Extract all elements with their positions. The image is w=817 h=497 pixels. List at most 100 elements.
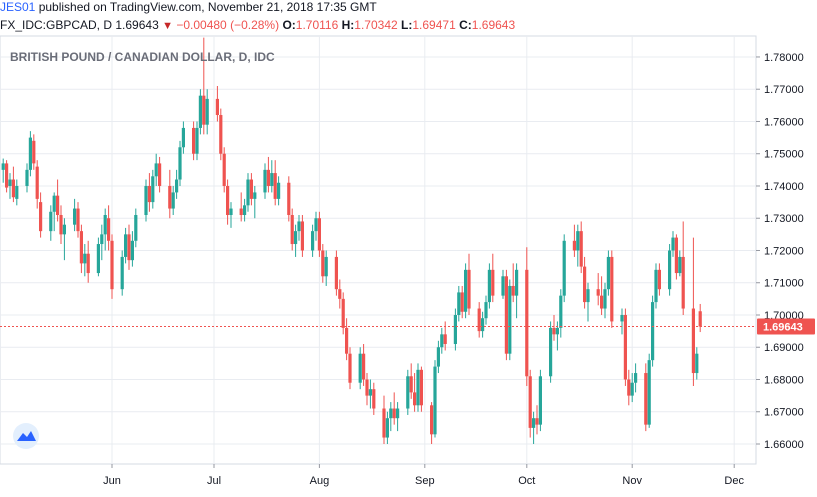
candle (433, 360, 437, 438)
candle-body (368, 389, 372, 396)
candle (171, 185, 175, 216)
candle-body (385, 418, 389, 438)
candle-body (559, 295, 563, 328)
candle (460, 285, 464, 319)
candle-body (103, 215, 107, 235)
last-price: 1.69643 (115, 18, 159, 32)
candle (324, 250, 328, 286)
candle-body (8, 179, 12, 186)
candle-body (5, 163, 9, 188)
candle (1, 158, 5, 183)
candle (249, 173, 253, 206)
candle (270, 160, 274, 193)
candle-body (198, 95, 202, 128)
candle-body (358, 353, 362, 383)
candle (583, 256, 587, 309)
candle-body (321, 250, 325, 277)
candle (314, 211, 318, 241)
candle (467, 253, 471, 315)
candle (107, 205, 111, 251)
candle-body (277, 182, 281, 199)
symbol-quote-bar: FX_IDC:GBPCAD, D 1.69643 ▼ −0.00480 (−0.… (0, 16, 817, 34)
candle (294, 224, 298, 257)
candle-body (555, 327, 559, 335)
candle (396, 402, 400, 432)
author-link[interactable]: JES01 (0, 0, 36, 14)
candle (385, 411, 389, 445)
candle (630, 373, 634, 403)
candle (481, 311, 485, 338)
y-tick-label: 1.77000 (764, 84, 804, 96)
candle (484, 295, 488, 325)
candle-body (127, 234, 131, 261)
candle-body (144, 185, 148, 216)
candle (35, 160, 39, 209)
candle-body (600, 295, 604, 309)
price-axis[interactable]: 1.78000 1.77000 1.76000 1.75000 1.74000 1.730… (756, 52, 804, 451)
candle-body (634, 373, 638, 383)
y-tick-label: 1.72000 (764, 245, 804, 257)
candle (392, 392, 396, 425)
down-triangle-icon: ▼ (162, 20, 173, 32)
candle-body (606, 256, 610, 290)
candle (266, 156, 270, 193)
candle-body (695, 353, 699, 374)
candle (623, 308, 627, 386)
y-tick-label: 1.71000 (764, 278, 804, 290)
candle-body (549, 327, 553, 377)
last-price-marker: 1.69643 (757, 318, 815, 335)
candle-body (392, 408, 396, 419)
candle-body (515, 269, 519, 296)
candle-body (365, 379, 369, 396)
candle (552, 314, 556, 341)
candle-body (297, 221, 301, 232)
candle (317, 211, 321, 257)
candle (83, 244, 87, 277)
candle-body (348, 353, 352, 383)
candle (406, 369, 410, 415)
candle-body (35, 166, 39, 199)
candle (698, 303, 702, 333)
candle-body (107, 218, 111, 241)
candle (103, 208, 107, 251)
candle (535, 405, 539, 435)
candle-body (528, 376, 532, 428)
candle-body (477, 308, 481, 332)
time-axis[interactable]: Jun Jul Aug Sep Oct Nov Dec (103, 464, 744, 487)
candle (528, 369, 532, 438)
candle-body (620, 314, 624, 322)
candle-body (654, 269, 658, 303)
candle-body (110, 240, 114, 290)
published-text: published on TradingView.com, November 2… (35, 0, 377, 14)
candle (508, 279, 512, 361)
candle-body (678, 256, 682, 274)
candle-body (623, 314, 627, 380)
candle (178, 140, 182, 186)
candle-body (674, 237, 678, 274)
candle-body (86, 253, 90, 274)
candle-body (487, 269, 491, 303)
candle-body (317, 218, 321, 251)
candle (226, 179, 230, 225)
tradingview-logo-icon[interactable] (13, 423, 39, 449)
candle (681, 221, 685, 315)
candle (100, 224, 104, 261)
symbol-label[interactable]: FX_IDC:GBPCAD, D (0, 18, 113, 32)
candle-body (151, 176, 155, 203)
candle-body (168, 185, 172, 209)
candle-body (572, 240, 576, 251)
candle (147, 173, 151, 212)
x-tick-label: Nov (622, 475, 642, 487)
candle-body (311, 231, 315, 251)
last-price-label: 1.69643 (763, 322, 803, 334)
last-price-box (757, 318, 815, 335)
candle (49, 205, 53, 241)
candle (202, 37, 206, 135)
x-tick-label: Sep (415, 475, 435, 487)
low-value: 1.69471 (412, 18, 456, 32)
y-tick-label: 1.68000 (764, 374, 804, 386)
candle (436, 340, 440, 374)
candle (634, 363, 638, 393)
candle-body (130, 240, 134, 261)
